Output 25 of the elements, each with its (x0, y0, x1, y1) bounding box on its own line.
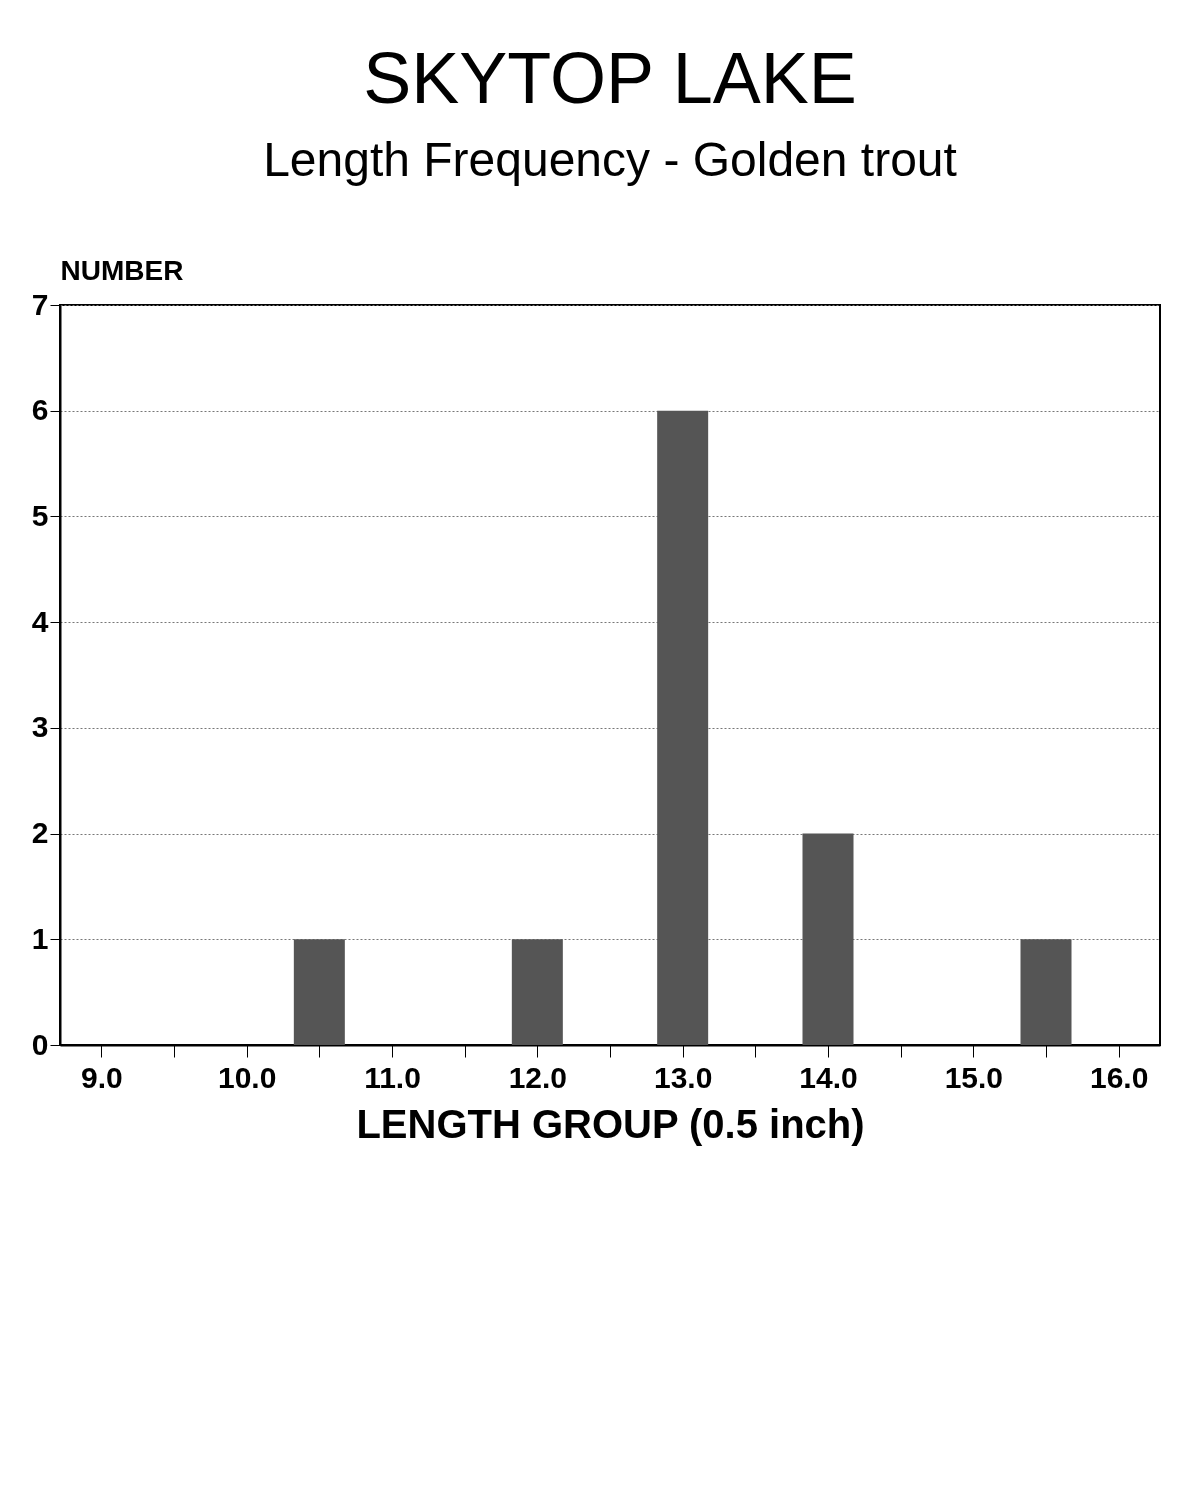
bar (511, 939, 563, 1045)
y-tick-label: 6 (31, 393, 49, 427)
y-tick-label: 5 (31, 498, 49, 532)
x-tick-label: 15.0 (944, 1060, 1004, 1094)
x-tick-label: 10.0 (217, 1060, 277, 1094)
bar (657, 410, 709, 1045)
x-tick-label: 9.0 (80, 1060, 123, 1094)
x-tick-label: 13.0 (653, 1060, 713, 1094)
y-tick-label: 7 (31, 287, 49, 321)
y-tick-label: 3 (31, 710, 49, 744)
x-tick-label: 14.0 (799, 1060, 858, 1094)
y-tick-label: 2 (31, 816, 49, 850)
chart-subtitle: Length Frequency - Golden trout (263, 133, 957, 186)
y-tick-label: 0 (31, 1027, 49, 1061)
x-tick-label: 12.0 (508, 1060, 568, 1094)
bar (1020, 939, 1072, 1045)
y-tick-label: 4 (31, 604, 49, 638)
bar (802, 833, 854, 1045)
y-axis-title: NUMBER (60, 254, 184, 286)
x-axis-title: LENGTH GROUP (0.5 inch) (356, 1101, 865, 1146)
y-tick-label: 1 (31, 921, 49, 955)
chart-title: SKYTOP LAKE (363, 38, 857, 118)
x-tick-label: 11.0 (364, 1060, 421, 1094)
bar (293, 939, 345, 1045)
x-tick-label: 16.0 (1089, 1060, 1149, 1094)
